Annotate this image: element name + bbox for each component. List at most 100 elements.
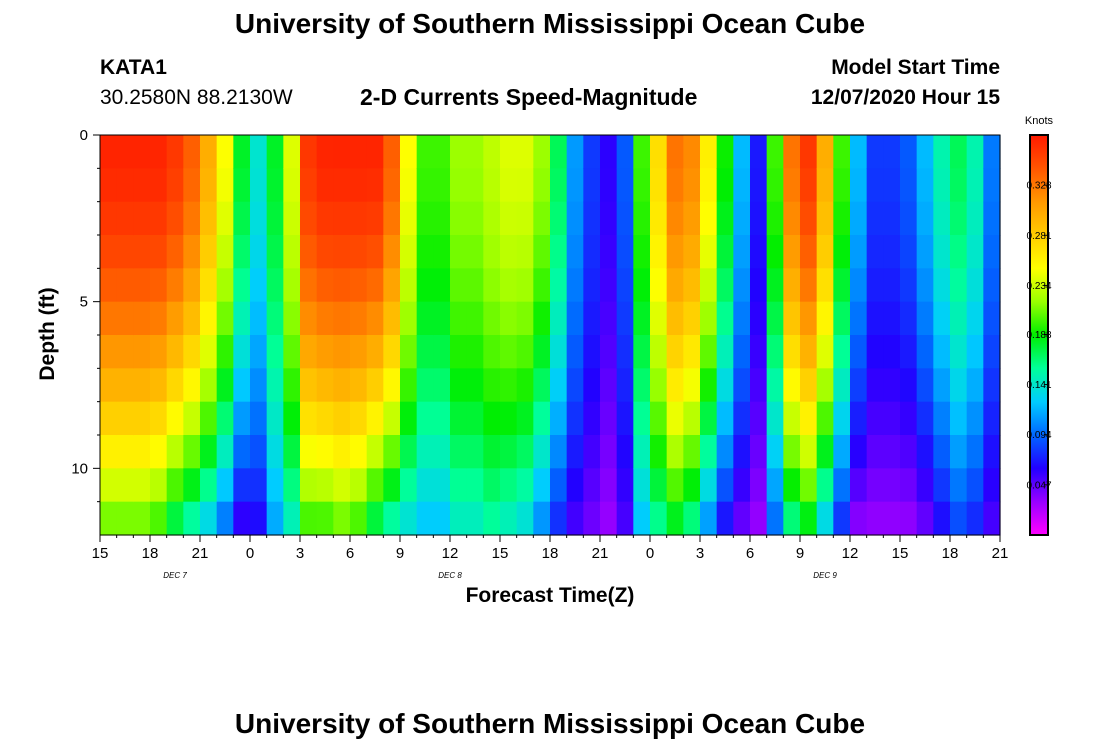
heatmap-cell (516, 201, 534, 236)
heatmap-cell (333, 168, 351, 203)
heatmap-cell (400, 168, 418, 203)
heatmap-cell (133, 435, 151, 469)
heatmap-cell (583, 268, 601, 303)
heatmap-cell (816, 201, 834, 236)
heatmap-cell (233, 201, 251, 236)
heatmap-cell (266, 235, 284, 269)
heatmap-cell (616, 235, 634, 269)
heatmap-cell (616, 435, 634, 469)
heatmap-cell (283, 268, 301, 303)
heatmap-cell (166, 468, 184, 503)
heatmap-cell (883, 268, 901, 303)
heatmap-cell (300, 201, 318, 236)
heatmap-cell (566, 168, 584, 203)
heatmap-cell (433, 168, 451, 203)
heatmap-cell (183, 468, 201, 503)
model-start-label: Model Start Time (831, 56, 1000, 79)
heatmap-cell (133, 168, 151, 203)
heatmap-cell (616, 335, 634, 369)
heatmap-cell (750, 468, 768, 503)
heatmap-cell (550, 368, 568, 403)
heatmap-cell (450, 301, 468, 336)
colorbar-tick-label: 0.328 (1026, 181, 1051, 192)
heatmap-cell (350, 335, 368, 369)
heatmap-cell (250, 268, 268, 303)
heatmap-cell (916, 501, 934, 536)
heatmap-cell (250, 435, 268, 469)
heatmap-cell (866, 401, 884, 436)
heatmap-cell (800, 268, 818, 303)
heatmap-cell (683, 235, 701, 269)
heatmap-cell (516, 301, 534, 336)
heatmap-cell (633, 435, 651, 469)
heatmap-cell (250, 168, 268, 203)
heatmap-cell (383, 501, 401, 536)
heatmap-cell (733, 468, 751, 503)
heatmap-cell (600, 268, 618, 303)
heatmap-cell (666, 368, 684, 403)
heatmap-cell (616, 168, 634, 203)
heatmap-cell (966, 268, 984, 303)
heatmap-cell (466, 235, 484, 269)
heatmap-cell (433, 335, 451, 369)
heatmap-cell (683, 435, 701, 469)
heatmap-cell (600, 368, 618, 403)
station-coordinates: 30.2580N 88.2130W (100, 86, 293, 109)
heatmap-cell (733, 301, 751, 336)
colorbar-tick-label: 0.047 (1026, 480, 1051, 491)
heatmap-cell (866, 435, 884, 469)
heatmap-cell (900, 268, 918, 303)
heatmap-cell (550, 235, 568, 269)
colorbar: Knots 0.328 0.281 0.234 0.188 0.141 0.094 0.047 (1025, 115, 1054, 536)
heatmap-cell (400, 135, 418, 169)
heatmap-cell (733, 368, 751, 403)
heatmap-cell (433, 368, 451, 403)
heatmap-cell (950, 368, 968, 403)
heatmap-cell (800, 201, 818, 236)
heatmap-cell (100, 235, 118, 269)
heatmap-cell (283, 435, 301, 469)
heatmap-cell (883, 301, 901, 336)
heatmap-cell (150, 301, 168, 336)
heatmap-cell (416, 201, 434, 236)
heatmap-cell (983, 401, 1001, 436)
heatmap-cell (983, 468, 1001, 503)
heatmap-cell (683, 301, 701, 336)
heatmap-cell (483, 335, 501, 369)
heatmap-cell (733, 135, 751, 169)
heatmap-cell (733, 201, 751, 236)
heatmap-cell (900, 168, 918, 203)
heatmap-cell (850, 301, 868, 336)
heatmap-cell (266, 468, 284, 503)
heatmap-cell (950, 235, 968, 269)
heatmap-cell (183, 335, 201, 369)
heatmap-cell (800, 401, 818, 436)
heatmap-cell (416, 401, 434, 436)
heatmap-cell (650, 201, 668, 236)
heatmap-cell (133, 335, 151, 369)
heatmap-cell (916, 335, 934, 369)
heatmap-cell (483, 401, 501, 436)
heatmap-cell (700, 268, 718, 303)
heatmap-cell (400, 201, 418, 236)
heatmap-cell (833, 468, 851, 503)
heatmap-cell (983, 268, 1001, 303)
heatmap-cell (100, 135, 118, 169)
colorbar-units: Knots (1025, 115, 1054, 127)
heatmap-cell (583, 201, 601, 236)
heatmap-cell (933, 435, 951, 469)
heatmap-cell (450, 268, 468, 303)
heatmap-cell (833, 401, 851, 436)
heatmap-cell (850, 135, 868, 169)
heatmap-cell (316, 501, 334, 536)
x-axis-label: Forecast Time(Z) (465, 584, 635, 607)
heatmap-cell (316, 368, 334, 403)
heatmap-cell (766, 268, 784, 303)
heatmap-cell (600, 135, 618, 169)
heatmap-cell (816, 135, 834, 169)
heatmap-cell (583, 501, 601, 536)
heatmap-cell (316, 235, 334, 269)
chart-axes: 15 18 21 0 3 6 9 12 15 18 21 0 3 6 9 12 15 18 21 DEC 7 DEC 8… (71, 127, 1008, 580)
heatmap-cell (700, 235, 718, 269)
heatmap-cell (600, 235, 618, 269)
